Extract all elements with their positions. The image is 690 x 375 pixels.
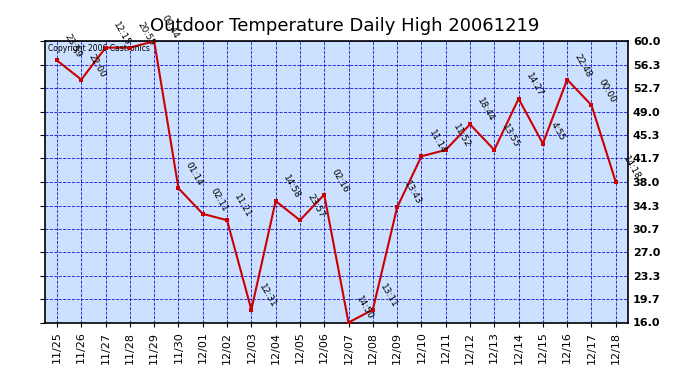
Text: Outdoor Temperature Daily High 20061219: Outdoor Temperature Daily High 20061219 xyxy=(150,17,540,35)
Text: 4:55: 4:55 xyxy=(549,121,566,143)
Text: 02:16: 02:16 xyxy=(330,167,351,194)
Text: 11:52: 11:52 xyxy=(451,122,472,149)
Text: 18:44: 18:44 xyxy=(475,97,496,124)
Text: 09:44: 09:44 xyxy=(159,14,180,40)
Text: 13:11: 13:11 xyxy=(378,282,399,309)
Text: 14:27: 14:27 xyxy=(524,71,544,98)
Text: 02:11: 02:11 xyxy=(208,186,229,213)
Text: 13:55: 13:55 xyxy=(500,122,520,149)
Text: 12:15: 12:15 xyxy=(111,20,132,47)
Text: 00:00: 00:00 xyxy=(597,78,618,104)
Text: 11:14: 11:14 xyxy=(427,129,448,156)
Text: 11:21: 11:21 xyxy=(233,193,253,219)
Text: 20:55: 20:55 xyxy=(135,20,156,47)
Text: 01:14: 01:14 xyxy=(184,161,205,188)
Text: 23:57: 23:57 xyxy=(306,193,326,219)
Text: Copyright 2006 Castronics: Copyright 2006 Castronics xyxy=(48,44,150,53)
Text: 12:31: 12:31 xyxy=(257,282,277,309)
Text: 14:18: 14:18 xyxy=(621,154,642,181)
Text: 23:59: 23:59 xyxy=(63,33,83,60)
Text: 13:43: 13:43 xyxy=(403,180,424,207)
Text: 14:50: 14:50 xyxy=(354,295,375,322)
Text: 22:48: 22:48 xyxy=(573,52,593,79)
Text: 14:58: 14:58 xyxy=(282,174,302,200)
Text: 22:00: 22:00 xyxy=(87,52,108,79)
